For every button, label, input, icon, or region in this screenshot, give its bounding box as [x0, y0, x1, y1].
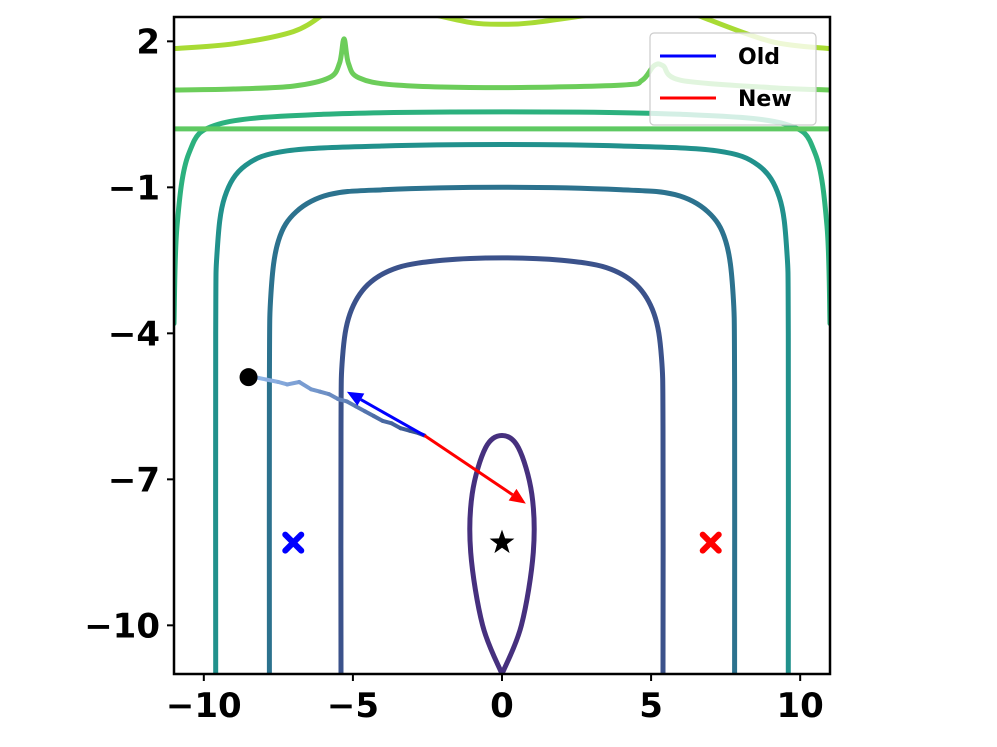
trajectory-segment — [264, 377, 281, 384]
contour-level-3 — [266, 184, 738, 674]
x-tick-label: 5 — [639, 686, 663, 726]
trajectory-segment — [285, 380, 302, 387]
x-axis: −10 −5 0 5 10 — [166, 674, 824, 726]
optimum-star — [489, 529, 515, 554]
contour-lines — [174, 17, 830, 674]
x-tick-label: −5 — [327, 686, 379, 726]
markers — [239, 368, 722, 554]
y-tick-label: −10 — [84, 606, 160, 646]
new-cross — [699, 531, 722, 554]
y-tick-label: 2 — [136, 22, 160, 62]
start-point — [239, 368, 258, 387]
contour-level-8b — [432, 17, 593, 27]
x-tick-label: 10 — [777, 686, 824, 726]
arrow-old-shaft — [360, 398, 426, 437]
contour-level-8 — [174, 17, 324, 52]
arrow-new-head — [508, 488, 526, 504]
old-cross — [282, 531, 305, 554]
arrow-new-shaft — [423, 434, 514, 496]
contour-level-4 — [213, 142, 791, 674]
legend-label-new: New — [738, 87, 792, 112]
y-tick-label: −1 — [108, 168, 160, 208]
arrow-old-head — [346, 391, 365, 406]
x-tick-label: 0 — [490, 686, 514, 726]
y-tick-label: −7 — [108, 460, 160, 500]
direction-arrows — [346, 391, 526, 504]
contour-level-2 — [338, 255, 666, 674]
y-tick-label: −4 — [108, 314, 160, 354]
contour-level-1 — [467, 433, 537, 674]
legend-label-old: Old — [738, 45, 780, 70]
legend: Old New — [649, 32, 817, 126]
x-tick-label: −10 — [166, 686, 242, 726]
y-axis: 2 −1 −4 −7 −10 — [84, 22, 174, 646]
trajectory-segment — [297, 380, 314, 392]
contour-level-5 — [174, 109, 830, 327]
